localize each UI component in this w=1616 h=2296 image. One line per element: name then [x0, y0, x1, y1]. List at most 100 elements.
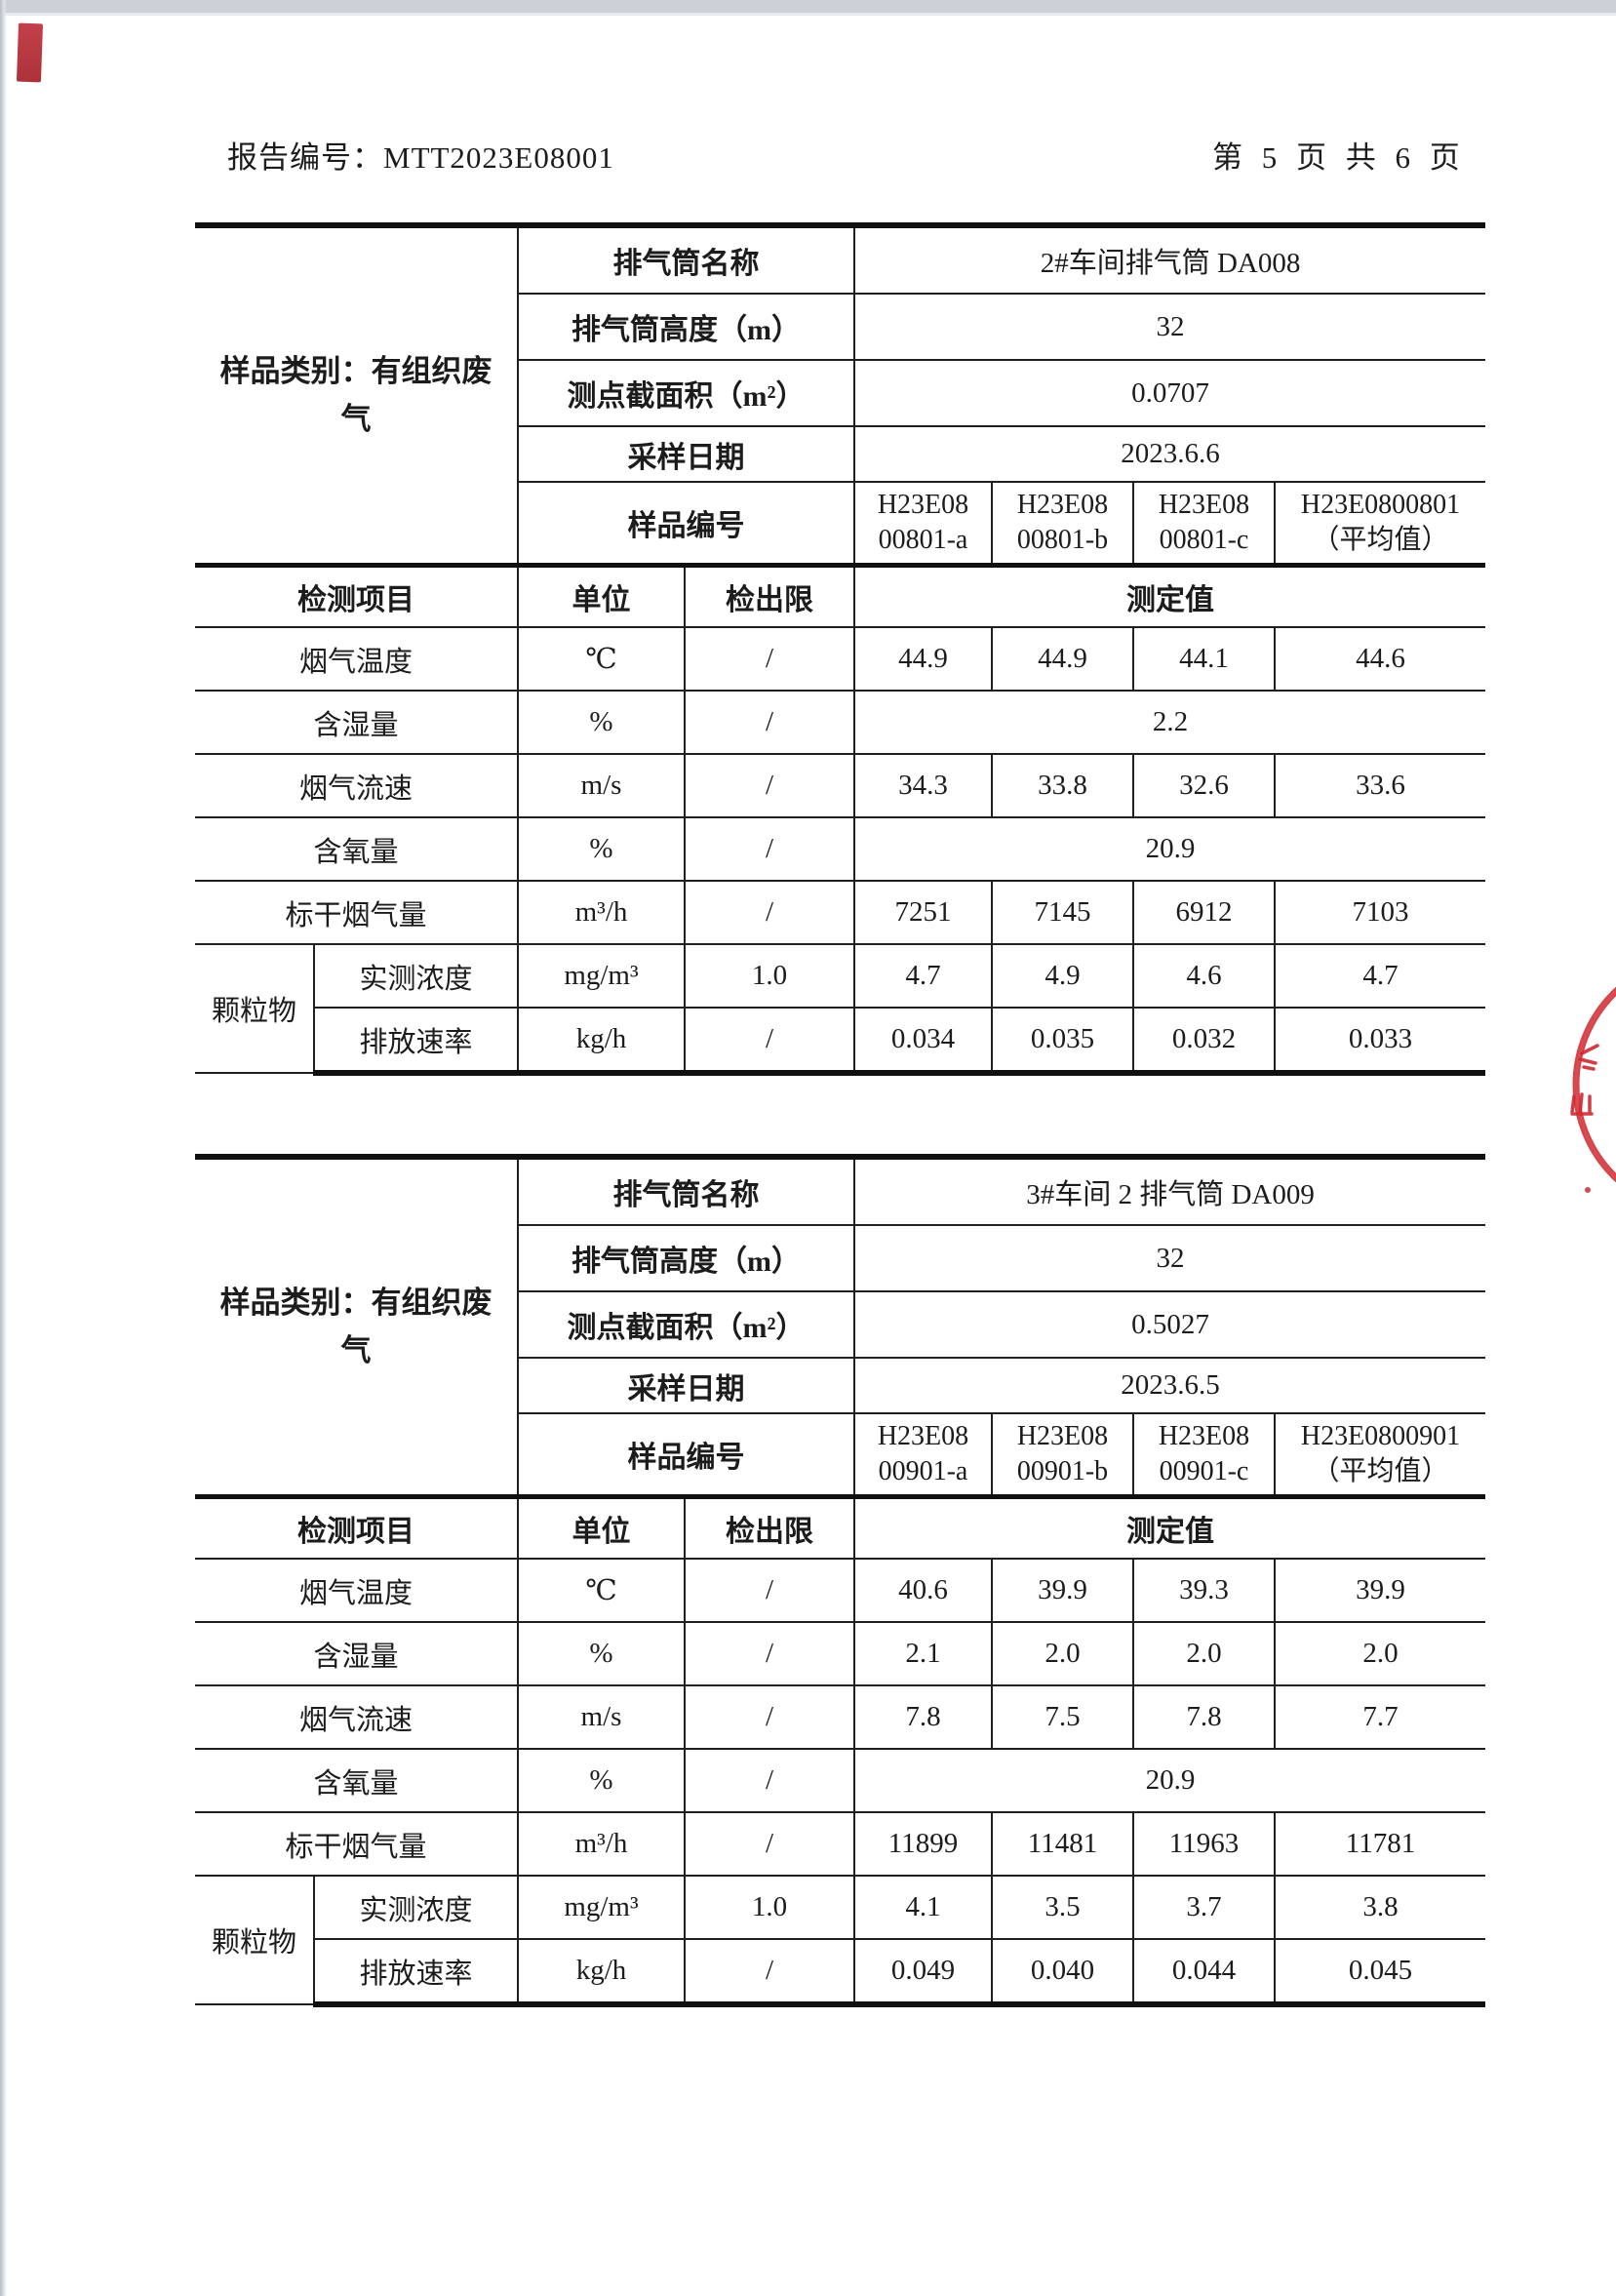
item-cell: 实测浓度 [313, 1875, 519, 1940]
unit-cell: kg/h [517, 1007, 686, 1076]
value-cell: 44.6 [1273, 626, 1486, 692]
value-cell: 3.7 [1132, 1875, 1276, 1940]
item-cell: 烟气温度 [195, 626, 519, 692]
item-cell: 排放速率 [314, 1938, 519, 2007]
value-cell: 7.8 [853, 1684, 993, 1750]
value-cell: 2.0 [1273, 1621, 1486, 1686]
unit-cell: mg/m³ [517, 1875, 686, 1940]
info-label-cell: 测点截面积（m²） [518, 359, 855, 427]
value-cell: 11481 [991, 1811, 1134, 1877]
limit-cell: / [684, 1621, 855, 1686]
unit-cell: mg/m³ [517, 943, 686, 1009]
info-value-cell: 3#车间 2 排气筒 DA009 [852, 1154, 1486, 1226]
emission-data-table: 样品类别：有组织废气 排气筒名称 2#车间排气筒 DA008 排气筒高度（m） 32 测点… [195, 222, 1486, 1076]
value-cell: 0.032 [1132, 1007, 1276, 1076]
value-cell: 44.1 [1132, 626, 1276, 692]
unit-cell: % [517, 816, 686, 882]
unit-cell: m/s [517, 1684, 686, 1750]
col-header-unit: 单位 [517, 563, 686, 628]
info-label-cell: 采样日期 [518, 425, 855, 483]
value-cell: 11963 [1132, 1811, 1276, 1877]
value-cell: 0.033 [1273, 1007, 1486, 1076]
value-cell: 2.2 [852, 690, 1486, 755]
sample-no-cell: H23E0800801 （平均值） [1273, 481, 1486, 567]
limit-cell: / [684, 816, 855, 882]
info-value-cell: 2023.6.6 [852, 425, 1486, 483]
value-cell: 44.9 [991, 626, 1134, 692]
info-label-cell: 排气筒高度（m） [518, 1224, 855, 1292]
item-cell: 含湿量 [195, 690, 519, 755]
col-header-unit: 单位 [517, 1494, 686, 1560]
group-cell: 颗粒物 [195, 943, 315, 1074]
limit-cell: / [684, 880, 855, 945]
info-label-cell: 采样日期 [518, 1357, 855, 1414]
value-cell: 40.6 [853, 1558, 993, 1623]
info-label-cell: 排气筒名称 [517, 1154, 855, 1226]
item-cell: 含湿量 [195, 1621, 519, 1686]
value-cell: 7.8 [1132, 1684, 1276, 1750]
sample-no-cell: H23E08 00801-a [853, 481, 993, 567]
limit-cell: / [684, 1007, 855, 1076]
limit-cell: / [684, 753, 855, 818]
info-label-cell: 测点截面积（m²） [518, 1290, 855, 1359]
scan-edge-left [0, 0, 7, 2296]
scan-edge-top-soft [0, 13, 1616, 16]
sample-no-cell: H23E0800901 （平均值） [1273, 1412, 1486, 1498]
unit-cell: % [517, 1748, 686, 1813]
value-cell: 3.5 [991, 1875, 1134, 1940]
info-label-cell: 排气筒名称 [517, 222, 855, 295]
value-cell: 32.6 [1132, 753, 1276, 818]
sample-no-cell: H23E08 00901-a [853, 1412, 993, 1498]
value-cell: 20.9 [852, 816, 1486, 882]
limit-cell: / [684, 1938, 855, 2007]
unit-cell: % [517, 1621, 686, 1686]
value-cell: 2.1 [853, 1621, 993, 1686]
info-value-cell: 0.0707 [852, 359, 1486, 427]
red-seal-fragment-top-left [16, 22, 44, 83]
item-cell: 实测浓度 [313, 943, 519, 1009]
item-cell: 含氧量 [195, 1748, 519, 1813]
value-cell: 39.9 [991, 1558, 1134, 1623]
col-header-item: 检测项目 [195, 563, 519, 628]
sample-no-label-cell: 样品编号 [518, 481, 855, 567]
value-cell: 6912 [1132, 880, 1276, 945]
item-cell: 标干烟气量 [195, 1811, 519, 1877]
scan-edge-top [0, 0, 1616, 13]
value-cell: 7.7 [1273, 1684, 1486, 1750]
limit-cell: / [684, 626, 855, 692]
info-value-cell: 0.5027 [852, 1290, 1486, 1359]
limit-cell: 1.0 [684, 1875, 855, 1940]
value-cell: 4.7 [853, 943, 993, 1009]
unit-cell: m³/h [517, 880, 686, 945]
report-number: 报告编号：MTT2023E08001 [227, 140, 614, 175]
value-cell: 7.5 [991, 1684, 1134, 1750]
value-cell: 33.8 [991, 753, 1134, 818]
col-header-limit: 检出限 [684, 563, 855, 628]
unit-cell: kg/h [517, 1938, 686, 2007]
sample-no-cell: H23E08 00801-c [1132, 481, 1276, 567]
info-value-cell: 32 [852, 293, 1486, 361]
unit-cell: ℃ [517, 626, 686, 692]
item-cell: 烟气温度 [195, 1558, 519, 1623]
value-cell: 2.0 [1132, 1621, 1276, 1686]
value-cell: 4.9 [991, 943, 1134, 1009]
unit-cell: ℃ [517, 1558, 686, 1623]
limit-cell: / [684, 1684, 855, 1750]
info-label-cell: 排气筒高度（m） [518, 293, 855, 361]
col-header-value: 测定值 [852, 563, 1486, 628]
limit-cell: / [684, 690, 855, 755]
col-header-limit: 检出限 [684, 1494, 855, 1560]
limit-cell: / [684, 1748, 855, 1813]
value-cell: 7103 [1273, 880, 1486, 945]
value-cell: 44.9 [853, 626, 993, 692]
value-cell: 33.6 [1273, 753, 1486, 818]
sample-category-cell: 样品类别：有组织废气 [195, 222, 519, 567]
item-cell: 标干烟气量 [195, 880, 519, 945]
value-cell: 0.040 [991, 1938, 1134, 2007]
value-cell: 34.3 [853, 753, 993, 818]
value-cell: 4.6 [1132, 943, 1276, 1009]
value-cell: 7145 [991, 880, 1134, 945]
info-value-cell: 2023.6.5 [852, 1357, 1486, 1414]
emission-data-table: 样品类别：有组织废气 排气筒名称 3#车间 2 排气筒 DA009 排气筒高度（m） 3… [195, 1154, 1486, 2007]
